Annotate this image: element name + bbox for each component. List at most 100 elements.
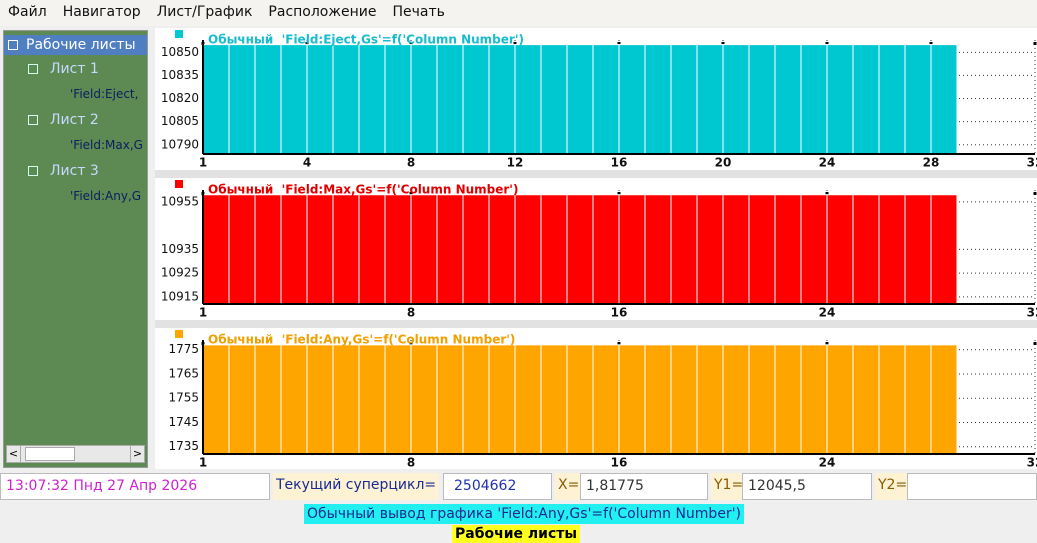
sheet-node[interactable]: Лист 3 xyxy=(4,161,99,181)
x-tick-label: 16 xyxy=(611,456,628,470)
tick-mark xyxy=(409,42,413,45)
bar xyxy=(592,194,620,305)
sheet-name: Лист 3 xyxy=(50,163,99,179)
y-tick-label: 1775 xyxy=(168,342,199,356)
y-tick-label: 10850 xyxy=(161,45,199,59)
bar xyxy=(306,44,334,155)
sheet-item[interactable]: 'Field:Max,G xyxy=(70,138,143,152)
bar xyxy=(436,344,464,455)
x-tick-label: 1 xyxy=(199,156,207,170)
bar xyxy=(800,44,828,155)
legend-marker xyxy=(175,180,183,188)
y-tick-label: 1745 xyxy=(168,415,199,429)
tick-mark xyxy=(825,342,829,345)
tick-mark xyxy=(825,42,829,45)
sheet-item[interactable]: 'Field:Any,G xyxy=(70,189,142,203)
scroll-thumb[interactable] xyxy=(25,447,75,461)
bar xyxy=(852,44,880,155)
bar xyxy=(306,194,334,305)
bar xyxy=(800,194,828,305)
y2-value xyxy=(907,473,1037,500)
tick-mark xyxy=(617,342,621,345)
bar xyxy=(904,44,932,155)
tree-toggle[interactable] xyxy=(28,64,38,74)
bar xyxy=(410,344,438,455)
bar xyxy=(670,194,698,305)
bar xyxy=(722,344,750,455)
charts: 10790 10805 10820 10835 10850 1 4 8 12 16 20 24 28 32… xyxy=(155,28,1037,469)
bar xyxy=(696,344,724,455)
bar xyxy=(566,194,594,305)
tree-toggle[interactable] xyxy=(8,40,18,50)
clock: 13:07:32 Пнд 27 Апр 2026 xyxy=(0,473,270,500)
bar xyxy=(748,344,776,455)
mode-label: Обычный вывод графика 'Field:Any,Gs'=f('… xyxy=(304,504,744,524)
bar xyxy=(618,344,646,455)
bar xyxy=(826,344,854,455)
tree-root[interactable]: Рабочие листы xyxy=(4,35,147,55)
bar xyxy=(332,44,360,155)
menu-item[interactable]: Файл xyxy=(8,4,47,20)
bar xyxy=(878,344,906,455)
bar xyxy=(488,194,516,305)
h-scrollbar[interactable]: < > xyxy=(6,445,145,463)
bar xyxy=(462,44,490,155)
bar xyxy=(306,344,334,455)
x-tick-label: 32 xyxy=(1027,156,1037,170)
bar xyxy=(384,194,412,305)
bar xyxy=(228,344,256,455)
bar xyxy=(410,194,438,305)
y-tick-label: 1735 xyxy=(168,439,199,453)
sheet-node[interactable]: Лист 2 xyxy=(4,110,99,130)
bar xyxy=(930,44,958,155)
bar xyxy=(514,344,542,455)
x-tick-label: 32 xyxy=(1027,456,1037,470)
bar xyxy=(748,194,776,305)
tick-mark xyxy=(929,42,933,45)
bar xyxy=(592,344,620,455)
scroll-right[interactable]: > xyxy=(130,446,144,462)
menu-item[interactable]: Печать xyxy=(392,4,445,20)
bar xyxy=(852,194,880,305)
tick-mark xyxy=(513,42,517,45)
bar xyxy=(696,194,724,305)
tree-toggle[interactable] xyxy=(28,166,38,176)
bar xyxy=(852,344,880,455)
scroll-left[interactable]: < xyxy=(7,446,21,462)
bar xyxy=(254,44,282,155)
tick-mark xyxy=(1033,342,1037,345)
menu-item[interactable]: Навигатор xyxy=(62,4,141,20)
x-tick-label: 12 xyxy=(507,156,524,170)
sheet-item[interactable]: 'Field:Eject, xyxy=(70,87,139,101)
tick-mark xyxy=(721,42,725,45)
bar xyxy=(566,344,594,455)
tree-root-label: Рабочие листы xyxy=(26,37,136,53)
bar xyxy=(436,194,464,305)
x-tick-label: 24 xyxy=(819,456,836,470)
x-tick-label: 28 xyxy=(923,156,940,170)
menu-item[interactable]: Расположение xyxy=(268,4,377,20)
y-tick-label: 10805 xyxy=(161,114,199,128)
bar xyxy=(540,194,568,305)
tick-mark xyxy=(409,192,413,195)
bar xyxy=(228,194,256,305)
chart-title: Обычный 'Field:Eject,Gs'=f('Column Numbe… xyxy=(208,33,524,47)
x-label: X= xyxy=(555,473,583,500)
menu-bar: Файл Навигатор Лист/График Расположение Печа… xyxy=(0,0,1037,26)
chart-title: Обычный 'Field:Any,Gs'=f('Column Number'… xyxy=(208,333,515,347)
chart-title: Обычный 'Field:Max,Gs'=f('Column Number'… xyxy=(208,183,518,197)
bar xyxy=(358,44,386,155)
bar xyxy=(332,344,360,455)
bar xyxy=(280,44,308,155)
x-tick-label: 16 xyxy=(611,306,628,320)
bar xyxy=(774,344,802,455)
tick-mark xyxy=(409,342,413,345)
sheet-name: Лист 1 xyxy=(50,61,99,77)
legend-marker xyxy=(175,330,183,338)
y-tick-label: 10915 xyxy=(161,289,199,303)
tree-toggle[interactable] xyxy=(28,115,38,125)
menu-item[interactable]: Лист/График xyxy=(156,4,253,20)
bar xyxy=(280,344,308,455)
sheet-node[interactable]: Лист 1 xyxy=(4,59,99,79)
